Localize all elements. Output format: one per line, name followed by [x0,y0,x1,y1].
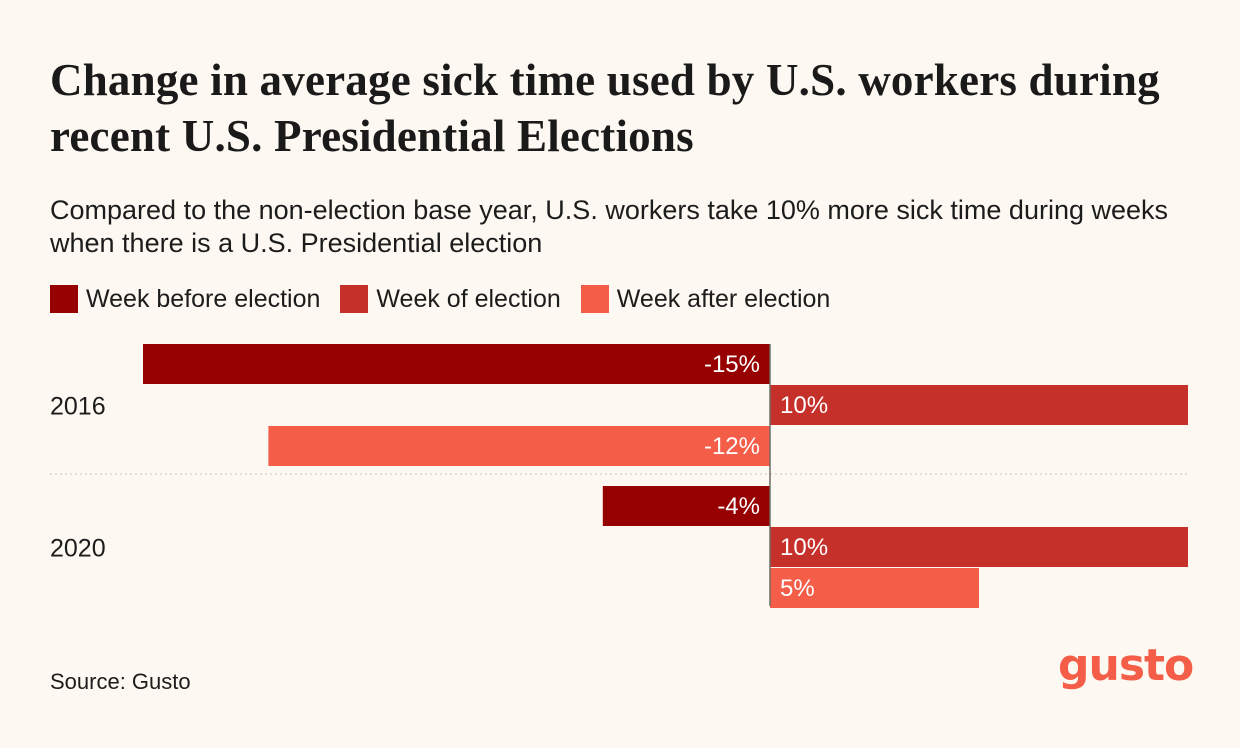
legend-swatch-week-before [50,285,78,313]
chart-title: Change in average sick time used by U.S.… [50,55,1160,161]
bar-2016-week-of [770,385,1188,425]
data-label-2016-week-of: 10% [780,392,828,419]
legend-label-week-after: Week after election [616,285,831,313]
data-label-2016-week-before: -15% [704,351,760,378]
data-label-2020-week-after: 5% [780,575,815,602]
legend-label-week-of: Week of election [376,285,561,313]
legend: Week before election Week of election We… [50,284,850,314]
source-note: Source: Gusto [50,669,191,694]
data-label-2016-week-after: -12% [704,433,760,460]
gusto-logo: gusto [1058,640,1194,691]
bar-2020-week-after [770,568,979,608]
bar-2020-week-before [602,486,770,526]
category-label-2016: 2016 [50,393,106,421]
bar-2016-week-before [143,344,770,384]
data-label-2020-week-of: 10% [780,534,828,561]
bar-chart: -15% 10% -12% 2016 -4% 10% 5% 2020 [50,344,1188,608]
legend-item-week-of: Week of election [340,284,561,314]
bar-2020-week-of [770,527,1188,567]
bar-2016-week-after [268,426,770,466]
category-label-2020: 2020 [50,535,106,563]
legend-label-week-before: Week before election [86,285,321,313]
legend-item-week-after: Week after election [580,284,831,314]
legend-item-week-before: Week before election [50,284,320,314]
legend-swatch-week-of [340,285,369,313]
data-label-2020-week-before: -4% [717,493,760,520]
legend-swatch-week-after [580,285,609,313]
chart-subtitle: Compared to the non-election base year, … [50,195,1169,258]
